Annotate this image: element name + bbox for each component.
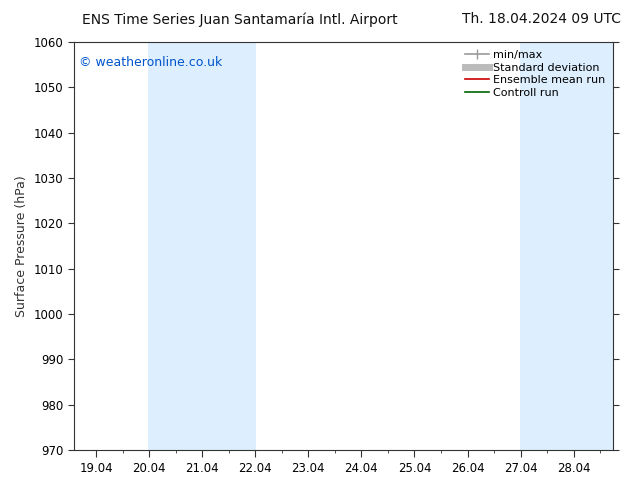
Legend: min/max, Standard deviation, Ensemble mean run, Controll run: min/max, Standard deviation, Ensemble me… <box>462 48 608 100</box>
Y-axis label: Surface Pressure (hPa): Surface Pressure (hPa) <box>15 175 28 317</box>
Text: © weatheronline.co.uk: © weatheronline.co.uk <box>79 56 223 70</box>
Bar <box>148 42 256 450</box>
Text: ENS Time Series Juan Santamaría Intl. Airport: ENS Time Series Juan Santamaría Intl. Ai… <box>82 12 398 27</box>
Text: Th. 18.04.2024 09 UTC: Th. 18.04.2024 09 UTC <box>462 12 621 26</box>
Bar <box>519 42 614 450</box>
